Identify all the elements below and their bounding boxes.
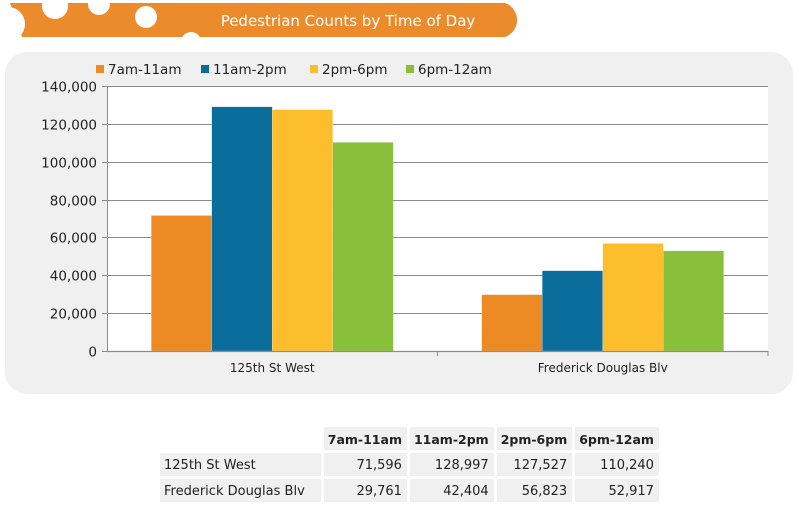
y-tick-label: 120,000 — [41, 118, 97, 134]
table-header: 6pm-12am — [575, 427, 659, 450]
y-tick-label: 60,000 — [50, 231, 97, 247]
y-tick-label: 20,000 — [50, 307, 97, 323]
legend-label: 2pm-6pm — [322, 62, 388, 78]
table-row: 125th St West 71,596 128,997 127,527 110… — [160, 453, 659, 476]
legend-item: 2pm-6pm — [310, 62, 388, 78]
banner-dot — [88, 0, 110, 15]
table-header: 2pm-6pm — [496, 427, 573, 450]
bar-6pm-12am-125th-st-west — [332, 142, 394, 352]
table-cell: 127,527 — [496, 453, 573, 476]
table-cell: 128,997 — [409, 453, 494, 476]
table-corner — [160, 427, 321, 450]
chart-title: Pedestrian Counts by Time of Day — [221, 12, 476, 30]
legend-label: 7am-11am — [108, 62, 182, 78]
bar-7am-11am-frederick-douglas-blv — [481, 294, 543, 352]
legend-item: 11am-2pm — [201, 62, 287, 78]
y-tick-label: 0 — [88, 345, 97, 361]
legend-swatch — [310, 65, 318, 73]
bar-11am-2pm-frederick-douglas-blv — [542, 270, 603, 352]
bar-6pm-12am-frederick-douglas-blv — [663, 250, 724, 352]
y-tick-label: 140,000 — [41, 80, 97, 96]
table-cell: 52,917 — [575, 479, 659, 502]
table-header-row: 7am-11am 11am-2pm 2pm-6pm 6pm-12am — [160, 427, 659, 450]
legend-item: 7am-11am — [96, 62, 182, 78]
table-cell: 71,596 — [323, 453, 407, 476]
legend-swatch — [406, 65, 414, 73]
chart-panel: 7am-11am 11am-2pm 2pm-6pm 6pm-12am 0 20,000 4… — [5, 52, 793, 394]
y-tick-label: 80,000 — [50, 194, 97, 210]
bar-11am-2pm-125th-st-west — [211, 106, 273, 352]
plot-area: 0 20,000 40,000 60,000 80,000 100,000 120,000 1… — [41, 80, 769, 375]
banner-dot — [0, 7, 25, 40]
bar-7am-11am-125th-st-west — [151, 215, 212, 352]
x-tick-label: Frederick Douglas Blv — [538, 361, 668, 375]
legend-swatch — [201, 65, 209, 73]
legend: 7am-11am 11am-2pm 2pm-6pm 6pm-12am — [96, 62, 492, 78]
banner-dot — [181, 32, 201, 40]
y-tick-label: 40,000 — [50, 269, 97, 285]
table-header: 7am-11am — [323, 427, 407, 450]
legend-swatch — [96, 65, 104, 73]
x-tick-label: 125th St West — [230, 361, 315, 375]
bar-chart: 7am-11am 11am-2pm 2pm-6pm 6pm-12am 0 20,000 4… — [41, 62, 769, 375]
title-banner: Pedestrian Counts by Time of Day — [0, 0, 518, 40]
table-header: 11am-2pm — [409, 427, 494, 450]
table-cell: 42,404 — [409, 479, 494, 502]
bar-2pm-6pm-frederick-douglas-blv — [602, 243, 664, 352]
bar-2pm-6pm-125th-st-west — [272, 109, 333, 352]
y-tick-label: 100,000 — [41, 156, 97, 172]
table-cell: 56,823 — [496, 479, 573, 502]
legend-item: 6pm-12am — [406, 62, 492, 78]
table-cell: 110,240 — [575, 453, 659, 476]
legend-label: 6pm-12am — [418, 62, 492, 78]
row-label: 125th St West — [160, 453, 321, 476]
table-row: Frederick Douglas Blv 29,761 42,404 56,8… — [160, 479, 659, 502]
data-table: 7am-11am 11am-2pm 2pm-6pm 6pm-12am 125th… — [157, 424, 662, 505]
table-cell: 29,761 — [323, 479, 407, 502]
legend-label: 11am-2pm — [213, 62, 287, 78]
row-label: Frederick Douglas Blv — [160, 479, 321, 502]
banner-dot — [135, 6, 157, 28]
banner-dot — [42, 0, 68, 19]
